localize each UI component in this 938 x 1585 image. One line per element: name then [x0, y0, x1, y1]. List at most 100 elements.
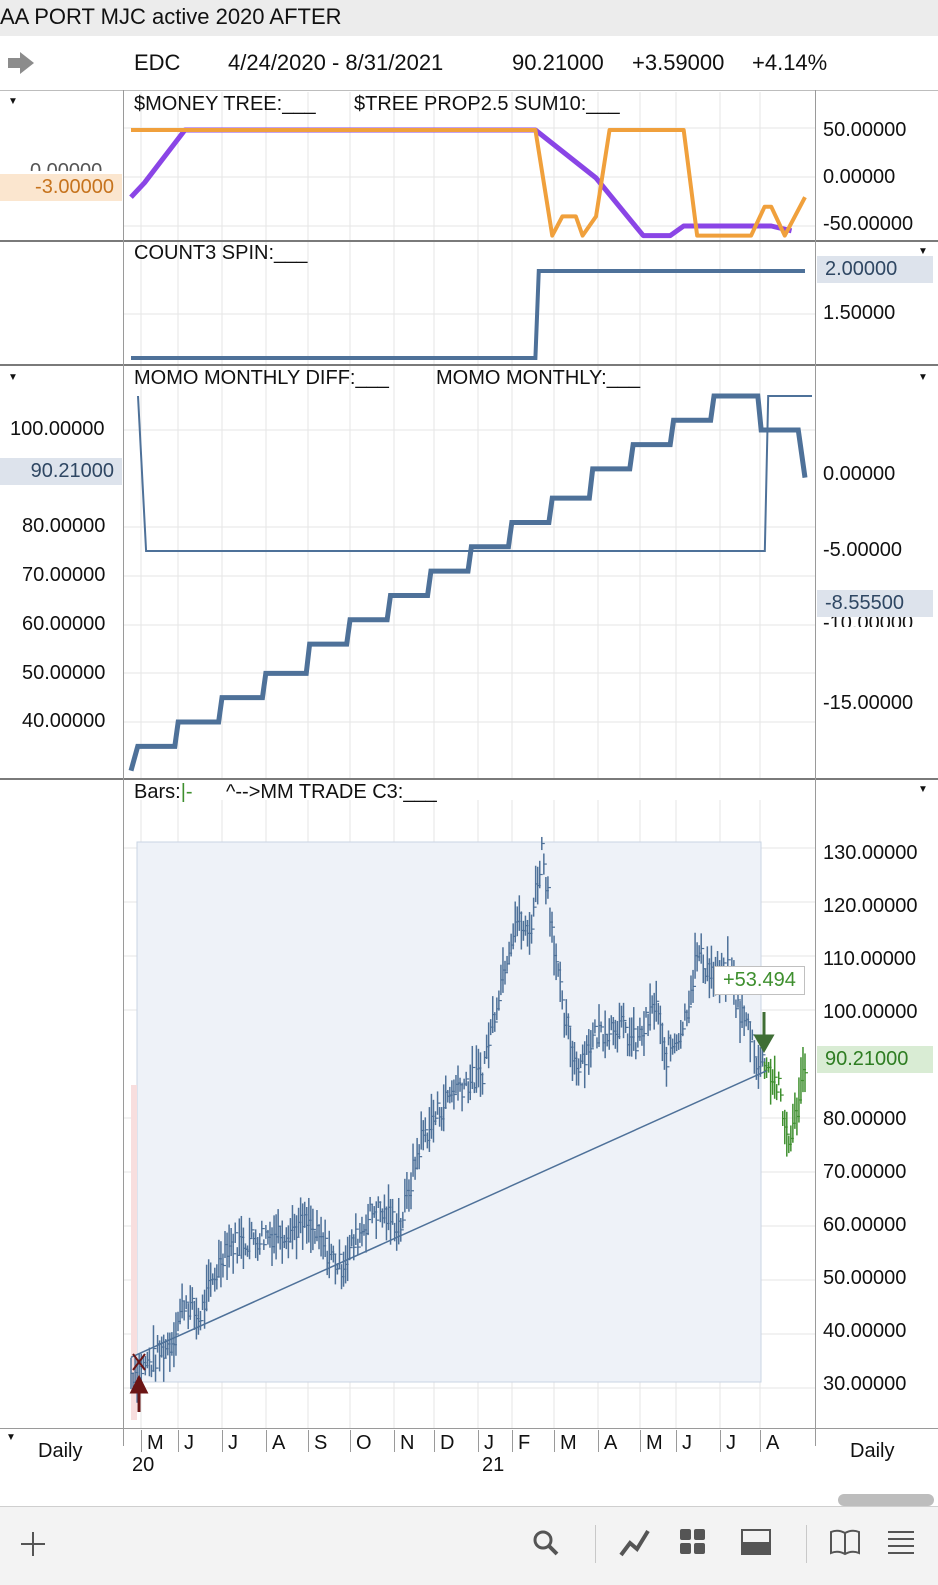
momo-left-tick: 40.00000 [22, 710, 106, 732]
series-line-momo-diff [137, 395, 812, 552]
layout-icon[interactable] [740, 1527, 772, 1562]
search-icon[interactable] [530, 1527, 562, 1564]
count3-label[interactable]: COUNT3 SPIN:___ [134, 242, 308, 264]
month-label: A [272, 1432, 286, 1454]
momo-left-tick: 70.00000 [22, 564, 106, 586]
bars-label[interactable]: Bars:|- [134, 781, 193, 804]
month-tick [266, 1430, 267, 1452]
month-label: O [356, 1432, 372, 1454]
year-label: 20 [132, 1454, 155, 1476]
period-selector-left[interactable]: Daily [38, 1440, 83, 1462]
left-axis-clipped-label: 0.00000 [30, 160, 103, 171]
month-tick [350, 1430, 351, 1452]
momo-left-tick: 80.00000 [22, 515, 106, 537]
month-tick [478, 1430, 479, 1452]
month-tick [598, 1430, 599, 1452]
series-line-money-tree [129, 127, 793, 239]
bottom-toolbar [0, 1506, 938, 1585]
price-panel [124, 836, 815, 1420]
count3-tick: 1.50000 [823, 302, 896, 324]
month-tick [308, 1430, 309, 1452]
month-label: J [484, 1432, 494, 1454]
count3-panel [124, 269, 815, 360]
month-tick [434, 1430, 435, 1452]
tree-prop-label[interactable]: $TREE PROP2.5 SUM10:___ [354, 93, 620, 115]
exit-arrow-icon [753, 1012, 775, 1054]
price-axis-tick: 50.00000 [823, 1266, 907, 1289]
panel-menu-icon[interactable]: ▼ [8, 372, 18, 383]
momo-right-tag: -8.55500 [817, 590, 933, 617]
panel-menu-icon[interactable]: ▼ [918, 372, 928, 383]
month-tick [760, 1430, 761, 1452]
line-draw-icon[interactable] [618, 1525, 652, 1564]
money-tree-label[interactable]: $MONEY TREE:___ [134, 93, 316, 115]
momo-monthly-label[interactable]: MOMO MONTHLY:___ [436, 367, 641, 389]
momo-diff-label[interactable]: MOMO MONTHLY DIFF:___ [134, 367, 389, 389]
price-axis-tick: 100.00000 [823, 1001, 918, 1024]
month-label: F [518, 1432, 531, 1454]
price-change-percent: +4.14% [752, 50, 828, 75]
money-tree-tick: 50.00000 [823, 119, 907, 141]
price-axis-tick: 30.00000 [823, 1372, 907, 1395]
money-tree-panel [124, 127, 815, 239]
month-tick [640, 1430, 641, 1452]
forward-arrow-icon[interactable] [6, 50, 36, 81]
price-axis-tick: 120.00000 [823, 895, 918, 918]
month-label: M [147, 1432, 164, 1454]
panel-menu-icon[interactable]: ▼ [918, 784, 928, 795]
entry-arrow-icon [129, 1374, 149, 1412]
month-label: S [314, 1432, 328, 1454]
month-label: M [646, 1432, 663, 1454]
momo-left-tick: 100.00000 [10, 418, 105, 440]
money-tree-tick: 0.00000 [823, 166, 896, 188]
date-range: 4/24/2020 - 8/31/2021 [228, 50, 444, 75]
bars-label-text: Bars: [134, 781, 181, 803]
plus-icon[interactable] [18, 1529, 48, 1564]
entry-x-icon [132, 1353, 146, 1371]
series-line-momo-monthly [128, 393, 808, 772]
panel-divider[interactable] [0, 364, 938, 366]
toolbar-divider [806, 1525, 807, 1563]
bars-glyph: |- [180, 781, 193, 803]
price-axis-tick: 70.00000 [823, 1160, 907, 1183]
month-tick [222, 1430, 223, 1452]
month-tick [554, 1430, 555, 1452]
list-icon[interactable] [886, 1529, 916, 1560]
momo-left-tick: 50.00000 [22, 662, 106, 684]
grid-icon[interactable] [678, 1527, 708, 1562]
last-price: 90.21000 [512, 50, 604, 75]
panel-divider[interactable] [0, 778, 938, 780]
month-label: J [184, 1432, 194, 1454]
series-line-count3 [131, 269, 805, 360]
book-icon[interactable] [828, 1527, 862, 1562]
symbol-label[interactable]: EDC [134, 50, 181, 75]
month-tick [676, 1430, 677, 1452]
panel-menu-icon[interactable]: ▼ [8, 96, 18, 107]
money-tree-tick: -50.00000 [823, 213, 914, 235]
month-label: M [560, 1432, 577, 1454]
momo-right-tick: 0.00000 [823, 463, 896, 485]
momo-left-tag: 90.21000 [0, 458, 122, 485]
month-label: N [400, 1432, 415, 1454]
mm-trade-label[interactable]: ^-->MM TRADE C3:___ [226, 781, 437, 803]
series-line-tree-prop [131, 128, 807, 238]
money-tree-left-tag: -3.00000 [0, 174, 122, 201]
month-tick [178, 1430, 179, 1452]
price-axis-tick: 60.00000 [823, 1213, 907, 1236]
panel-divider[interactable] [0, 240, 938, 242]
month-tick [512, 1430, 513, 1452]
horizontal-scrollbar[interactable] [838, 1494, 934, 1506]
month-label: A [604, 1432, 618, 1454]
price-axis-tick: 110.00000 [823, 948, 917, 971]
year-label: 21 [482, 1454, 505, 1476]
trend-line [130, 1070, 767, 1358]
period-menu-icon[interactable]: ▼ [6, 1432, 16, 1443]
month-tick [720, 1430, 721, 1452]
period-selector-right[interactable]: Daily [850, 1440, 895, 1462]
momo-right-tick: -5.00000 [823, 539, 902, 561]
month-label: J [682, 1432, 692, 1454]
panel-menu-icon[interactable]: ▼ [918, 246, 928, 257]
price-axis-tick: 80.00000 [823, 1107, 907, 1130]
x-axis [0, 1428, 938, 1479]
